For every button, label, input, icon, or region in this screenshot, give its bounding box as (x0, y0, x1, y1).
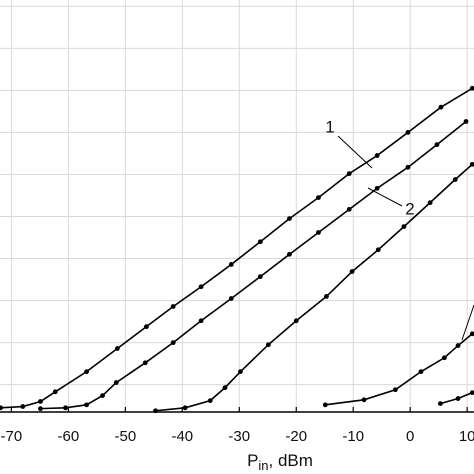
point (469, 331, 474, 337)
point (287, 216, 292, 222)
leader-line (367, 187, 403, 207)
curve (0, 87, 473, 409)
point (455, 343, 461, 348)
point (374, 185, 380, 191)
point (198, 284, 204, 290)
x-axis-label: Pin, dBm (247, 451, 313, 473)
point (405, 130, 411, 135)
x-tick-label: -60 (58, 428, 80, 445)
x-label-sub: in (258, 458, 268, 473)
leader-line (461, 304, 474, 341)
point (346, 171, 352, 177)
x-tick-label: 10 (459, 428, 474, 445)
curve (40, 120, 467, 410)
x-label-rest: , dBm (269, 451, 313, 470)
point (427, 200, 433, 206)
point (469, 161, 474, 167)
point (228, 296, 234, 301)
point (20, 404, 26, 409)
point (374, 153, 380, 158)
point (142, 360, 148, 366)
point (114, 346, 120, 351)
point (84, 402, 89, 408)
curve (325, 333, 473, 406)
x-tick-label: -50 (114, 428, 136, 445)
x-tick-label: -20 (285, 428, 307, 445)
point (38, 399, 43, 404)
point (418, 369, 424, 375)
point (392, 387, 398, 393)
curve-label: 2 (405, 199, 414, 218)
point (469, 85, 474, 91)
point (463, 119, 469, 124)
point (361, 397, 367, 403)
point (346, 206, 352, 212)
point (63, 405, 68, 411)
x-tick-label: -70 (1, 428, 23, 445)
point (182, 405, 188, 411)
x-tick-label: -40 (171, 428, 193, 445)
point (316, 195, 321, 200)
point (52, 389, 58, 395)
point (316, 230, 321, 235)
x-label-main: P (247, 451, 258, 470)
point (437, 401, 443, 406)
point (0, 405, 3, 411)
point (452, 177, 458, 182)
point (293, 318, 299, 324)
point (469, 390, 474, 396)
curve-label: 1 (325, 117, 334, 136)
point (238, 369, 243, 375)
point (401, 224, 407, 230)
point (441, 355, 447, 361)
point (375, 247, 381, 253)
point (257, 239, 263, 245)
point (100, 393, 105, 399)
point (170, 340, 176, 346)
x-tick-label: 0 (406, 428, 414, 445)
leader-line (337, 135, 373, 169)
x-tick-label: -10 (342, 428, 364, 445)
point (438, 104, 444, 110)
point (257, 274, 263, 280)
x-tick-label: -30 (228, 428, 250, 445)
point (265, 342, 271, 348)
point (405, 164, 411, 170)
curve (155, 163, 473, 412)
point (222, 385, 228, 391)
point (434, 142, 440, 148)
point (455, 396, 461, 401)
point (153, 408, 158, 414)
point (113, 380, 119, 385)
point (198, 318, 204, 324)
point (144, 324, 149, 330)
point (324, 293, 329, 299)
point (84, 369, 89, 375)
point (170, 304, 176, 309)
point (322, 402, 328, 408)
point (207, 398, 213, 404)
point (287, 251, 292, 257)
point (349, 269, 355, 274)
point (228, 262, 234, 267)
point (38, 406, 43, 412)
